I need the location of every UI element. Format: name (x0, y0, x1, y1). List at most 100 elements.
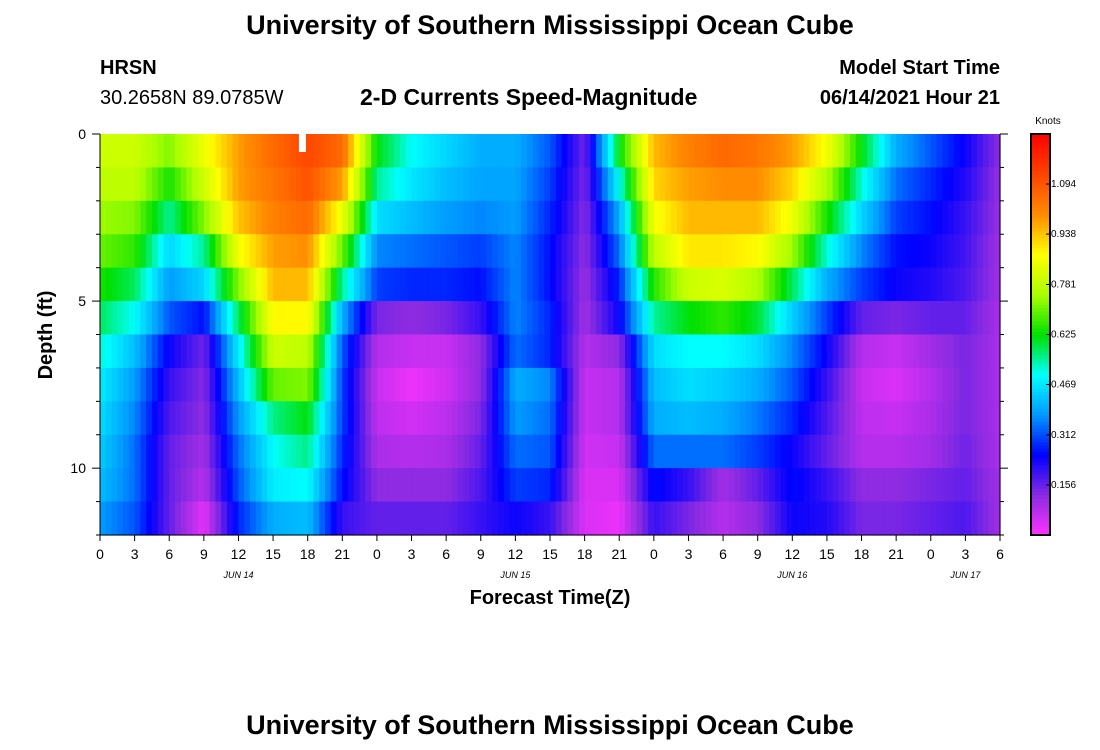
heatmap-cell (544, 434, 551, 469)
date-label: JUN 15 (499, 570, 531, 580)
colorbar-segment (1031, 361, 1050, 366)
heatmap-cell (157, 234, 165, 269)
heatmap-cell (336, 401, 343, 436)
heatmap-cell (480, 434, 488, 469)
heatmap-cell (676, 167, 684, 202)
heatmap-cell (342, 200, 349, 235)
heatmap-cell (613, 200, 620, 235)
heatmap-cell (953, 334, 961, 369)
heatmap-cell (815, 468, 822, 503)
heatmap-cell (682, 434, 690, 469)
heatmap-cell (763, 267, 770, 302)
heatmap-cell (417, 167, 424, 202)
heatmap-cell (434, 301, 441, 336)
heatmap-cell (255, 234, 263, 269)
heatmap-cell (117, 334, 124, 369)
heatmap-cell (492, 267, 499, 302)
heatmap-cell (953, 501, 961, 536)
heatmap-cell (192, 301, 199, 336)
heatmap-cell (775, 468, 782, 503)
heatmap-cell (515, 267, 522, 302)
heatmap-cell (994, 367, 1001, 402)
heatmap-cell (486, 434, 493, 469)
heatmap-cell (659, 267, 666, 302)
heatmap-cell (775, 267, 782, 302)
heatmap-cell (746, 401, 753, 436)
heatmap-cell (480, 468, 488, 503)
heatmap-cell (792, 167, 799, 202)
heatmap-cell (134, 468, 141, 503)
heatmap-cell (319, 200, 326, 235)
heatmap-cell (896, 468, 903, 503)
heatmap-cell (867, 468, 874, 503)
heatmap-cell (128, 334, 136, 369)
heatmap-cell (278, 501, 286, 536)
heatmap-cell (919, 468, 926, 503)
heatmap-cell (959, 501, 966, 536)
heatmap-cell (411, 134, 418, 169)
date-label: JUN 16 (776, 570, 807, 580)
heatmap-cell (976, 301, 984, 336)
heatmap-cell (780, 200, 788, 235)
heatmap-cell (850, 434, 857, 469)
heatmap-cell (896, 234, 903, 269)
heatmap-cell (405, 167, 413, 202)
heatmap-cell (192, 501, 199, 536)
heatmap-cell (463, 501, 470, 536)
heatmap-cell (250, 234, 257, 269)
heatmap-cell (901, 434, 909, 469)
heatmap-cell (561, 334, 568, 369)
heatmap-cell (146, 434, 153, 469)
heatmap-cell (111, 200, 118, 235)
heatmap-cell (486, 200, 493, 235)
heatmap-cell (867, 200, 874, 235)
heatmap-cell (607, 267, 615, 302)
heatmap-cell (838, 301, 845, 336)
heatmap-cell (930, 234, 938, 269)
heatmap-cell (798, 501, 805, 536)
heatmap-cell (550, 167, 557, 202)
heatmap-cell (942, 434, 949, 469)
heatmap-cell (971, 501, 978, 536)
heatmap-cell (480, 200, 488, 235)
heatmap-cell (446, 434, 453, 469)
heatmap-cell (850, 200, 857, 235)
heatmap-cell (394, 200, 401, 235)
colorbar-tick-label: 0.469 (1051, 380, 1076, 391)
heatmap-cell (278, 434, 286, 469)
x-tick-label: 9 (200, 546, 208, 562)
heatmap-cell (307, 267, 315, 302)
heatmap-cell (336, 434, 343, 469)
heatmap-cell (688, 401, 695, 436)
heatmap-cell (642, 334, 649, 369)
heatmap-cell (896, 267, 903, 302)
heatmap-cell (671, 367, 678, 402)
heatmap-cell (919, 401, 926, 436)
heatmap-cell (913, 501, 920, 536)
heatmap-cell (417, 267, 424, 302)
heatmap-cell (786, 468, 793, 503)
heatmap-cell (538, 367, 545, 402)
colorbar-segment (1031, 384, 1050, 389)
heatmap-cell (290, 501, 297, 536)
heatmap-cell (625, 134, 632, 169)
heatmap-cell (601, 434, 609, 469)
heatmap-cell (532, 367, 540, 402)
heatmap-cell (203, 334, 211, 369)
heatmap-cell (498, 167, 505, 202)
heatmap-cell (198, 334, 205, 369)
heatmap-cell (642, 367, 649, 402)
heatmap-cell (786, 301, 793, 336)
heatmap-cell (515, 334, 522, 369)
heatmap-cell (480, 501, 488, 536)
heatmap-cell (405, 501, 413, 536)
heatmap-cell (140, 367, 147, 402)
model-start-label: Model Start Time (839, 57, 1000, 79)
heatmap-cell (376, 134, 384, 169)
heatmap-cell (688, 234, 695, 269)
colorbar-segment (1031, 377, 1050, 382)
heatmap-cell (382, 267, 390, 302)
heatmap-cell (948, 167, 955, 202)
heatmap-cell (192, 468, 199, 503)
colorbar-segment (1031, 504, 1050, 509)
